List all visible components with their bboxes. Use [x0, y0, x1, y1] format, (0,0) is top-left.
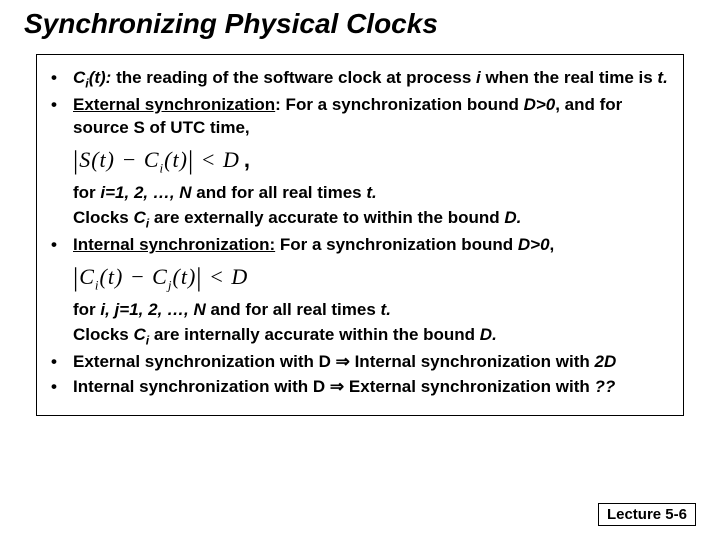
op: −	[115, 147, 144, 172]
text: i, j=1, 2, …, N	[100, 300, 205, 319]
bullet-4: • External synchronization with D ⇒ Inte…	[51, 351, 669, 374]
text: ??	[595, 377, 616, 396]
bullet-text: External synchronization: For a synchron…	[73, 94, 669, 140]
bullet-mark: •	[51, 376, 73, 399]
text: are internally accurate within the bound	[149, 325, 480, 344]
text: External synchronization	[73, 95, 275, 114]
paren: (	[100, 264, 108, 289]
indent-line: for i, j=1, 2, …, N and for all real tim…	[73, 299, 669, 322]
slide-title: Synchronizing Physical Clocks	[20, 8, 700, 40]
slide: Synchronizing Physical Clocks • Ci(t): t…	[0, 0, 720, 540]
op: −	[123, 264, 152, 289]
formula-2: |Ci(t) − Cj(t)| < D	[73, 263, 669, 293]
text: C	[73, 68, 85, 87]
text: D.	[504, 208, 521, 227]
text: Internal synchronization with D	[73, 377, 330, 396]
footer-label: Lecture 5-6	[598, 503, 696, 526]
text: Clocks	[73, 325, 133, 344]
bullet-3: • Internal synchronization: For a synchr…	[51, 234, 669, 257]
text: External synchronization with D	[73, 352, 336, 371]
paren: )	[180, 147, 188, 172]
bullet-2: • External synchronization: For a synchr…	[51, 94, 669, 140]
paren: (	[164, 147, 172, 172]
text: t.	[381, 300, 391, 319]
text: D>0	[518, 235, 550, 254]
paren: (	[172, 264, 180, 289]
op: <	[194, 147, 223, 172]
text: and for all real times	[192, 183, 367, 202]
var: t	[173, 147, 180, 172]
var: S	[79, 147, 91, 172]
bullet-mark: •	[51, 351, 73, 374]
var: D	[231, 264, 248, 289]
content-box: • Ci(t): the reading of the software clo…	[36, 54, 684, 416]
text: D>0	[524, 95, 556, 114]
text: the reading of the software clock at pro…	[111, 68, 476, 87]
op: <	[202, 264, 231, 289]
text: 2D	[595, 352, 617, 371]
text: and for all real times	[206, 300, 381, 319]
paren: )	[107, 147, 115, 172]
var: t	[108, 264, 115, 289]
text: i=1, 2, …, N	[100, 183, 191, 202]
text: for	[73, 183, 100, 202]
var: D	[223, 147, 240, 172]
text: C	[133, 208, 145, 227]
indent-line: for i=1, 2, …, N and for all real times …	[73, 182, 669, 205]
text: D.	[480, 325, 497, 344]
indent-line: Clocks Ci are internally accurate within…	[73, 324, 669, 349]
text: t.	[366, 183, 376, 202]
text: ,	[550, 235, 555, 254]
text: t.	[657, 68, 667, 87]
bullet-text: Ci(t): the reading of the software clock…	[73, 67, 669, 92]
paren: (	[91, 147, 99, 172]
bullet-5: • Internal synchronization with D ⇒ Exte…	[51, 376, 669, 399]
text: for	[73, 300, 100, 319]
bullet-text: Internal synchronization: For a synchron…	[73, 234, 669, 257]
indent-line: Clocks Ci are externally accurate to wit…	[73, 207, 669, 232]
text: Internal synchronization with	[350, 352, 595, 371]
var: t	[100, 147, 107, 172]
text: Internal synchronization:	[73, 235, 275, 254]
text: are externally accurate to within the bo…	[149, 208, 504, 227]
var: t	[181, 264, 188, 289]
text: External synchronization with	[344, 377, 594, 396]
bullet-1: • Ci(t): the reading of the software clo…	[51, 67, 669, 92]
bullet-mark: •	[51, 234, 73, 257]
bullet-text: Internal synchronization with D ⇒ Extern…	[73, 376, 669, 399]
arrow-icon: ⇒	[330, 377, 344, 396]
bullet-mark: •	[51, 67, 73, 92]
arrow-icon: ⇒	[336, 352, 350, 371]
text: ,	[244, 147, 251, 172]
text: C	[133, 325, 145, 344]
var: C	[144, 147, 160, 172]
var: C	[152, 264, 168, 289]
text: when the real time is	[481, 68, 658, 87]
text: : For a synchronization bound	[275, 95, 523, 114]
var: C	[79, 264, 95, 289]
text: Clocks	[73, 208, 133, 227]
formula-1: |S(t) − Ci(t)| < D,	[73, 146, 669, 176]
bullet-mark: •	[51, 94, 73, 140]
text: (t):	[89, 68, 112, 87]
text: For a synchronization bound	[275, 235, 518, 254]
bullet-text: External synchronization with D ⇒ Intern…	[73, 351, 669, 374]
